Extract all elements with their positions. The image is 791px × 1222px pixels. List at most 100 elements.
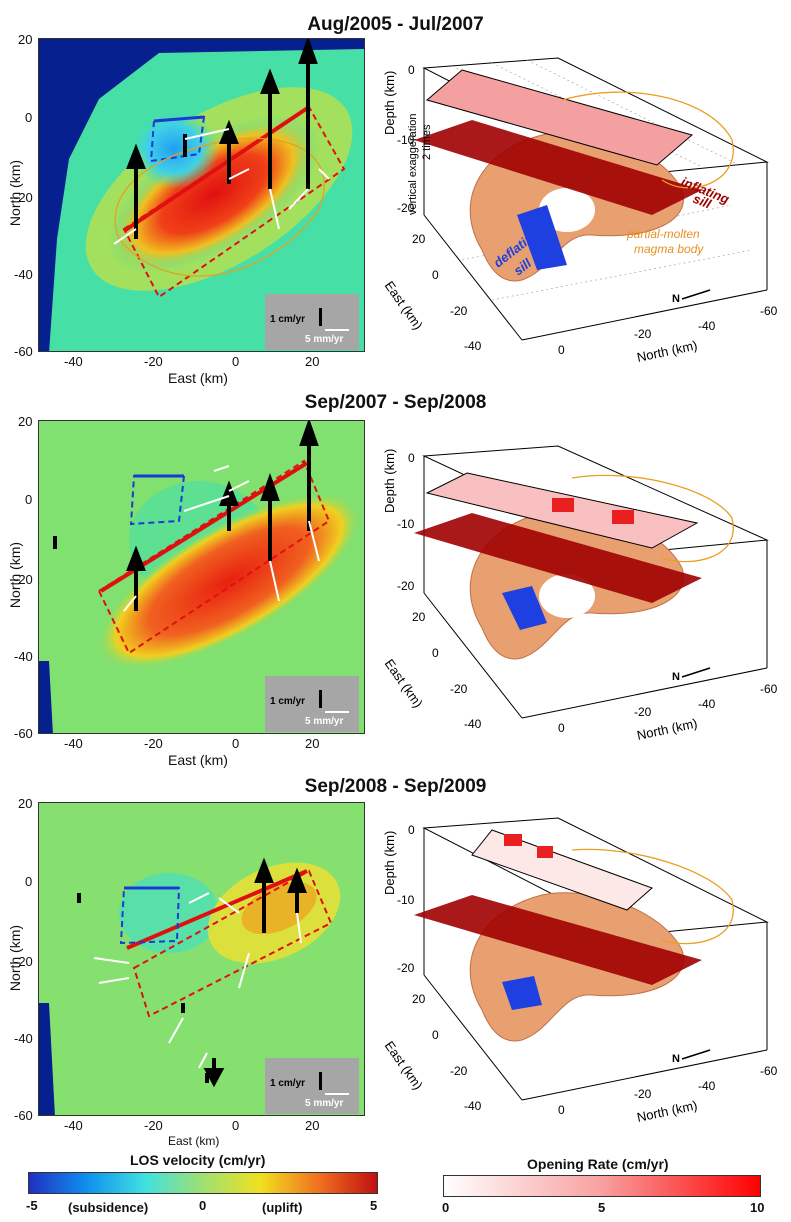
east-tick: 0 [432,646,439,660]
east-tick: 0 [432,1028,439,1042]
north-tick: -60 [760,1064,778,1078]
los-map-graphic [39,39,364,351]
north-axis-label: North (km) [636,1097,699,1124]
ytick: 0 [25,874,33,889]
north-tick: -60 [760,682,778,696]
vertical-scale-arrow-icon [319,308,322,326]
xtick: -20 [144,354,163,369]
vertical-scale-label: 1 cm/yr [270,696,306,707]
ytick: -60 [14,1108,33,1123]
ytick: -20 [14,954,33,969]
depth-axis-label: Depth (km) [382,449,397,513]
los-colorbar [28,1172,378,1194]
los-map-graphic [39,421,362,733]
ytick: -40 [14,267,33,282]
depth-tick: 0 [408,63,415,77]
east-tick: 20 [412,232,426,246]
y-axis-label: North (km) [7,924,24,992]
vector-scale-legend: 1 cm/yr 5 mm/yr [265,1058,359,1114]
y-axis-label: North (km) [7,159,24,227]
ytick: 20 [18,32,33,47]
los-velocity-map: 1 cm/yr 5 mm/yr [38,420,365,734]
ytick: 0 [25,492,33,507]
sill-model-3d: Depth (km) 0 -10 -20 20 0 -20 -40 East (… [382,445,778,743]
east-tick: -20 [450,1064,468,1078]
north-tick: 0 [558,343,565,357]
los-colorbar-tick: -5 [26,1198,38,1213]
north-tick: -20 [634,705,652,719]
north-tick: -20 [634,1087,652,1101]
subsidence-label: (subsidence) [68,1200,149,1215]
east-tick: -40 [464,717,482,731]
east-tick: 20 [412,610,426,624]
xtick: -20 [144,1118,163,1133]
uplift-label: (uplift) [262,1200,303,1215]
depth-tick: -10 [397,893,415,907]
opening-colorbar-tick: 5 [598,1200,606,1215]
ytick: -40 [14,1031,33,1046]
exaggeration-note: vertical exaggeration [407,113,419,215]
ytick: 0 [25,110,33,125]
north-arrow-label: N [672,293,680,305]
los-colorbar-title: LOS velocity (cm/yr) [130,1152,266,1168]
los-velocity-map: 1 cm/yr 5 mm/yr [38,802,365,1116]
north-tick: -20 [634,327,652,341]
sill-model-3d: Depth (km) 0 -10 -20 20 0 -20 -40 East (… [382,817,778,1125]
north-tick: 0 [558,1103,565,1117]
xtick: 0 [232,736,240,751]
north-tick: -40 [698,1079,716,1093]
xtick: -40 [64,1118,83,1133]
horizontal-scale-label: 5 mm/yr [305,716,344,727]
north-axis-label: North (km) [636,715,699,742]
north-tick: 0 [558,721,565,735]
depth-axis-label: Depth (km) [382,71,397,135]
xtick: 20 [305,354,320,369]
east-tick: -40 [464,339,482,353]
xtick: 20 [305,736,320,751]
vector-scale-legend: 1 cm/yr 5 mm/yr [265,294,359,350]
depth-tick: 0 [408,823,415,837]
depth-tick: 0 [408,451,415,465]
east-axis-label: East (km) [382,1038,426,1092]
xtick: 0 [232,354,240,369]
ytick: 20 [18,414,33,429]
north-tick: -60 [760,304,778,318]
xtick: -20 [144,736,163,751]
magma-body-label: magma body [634,242,704,256]
depth-tick: -10 [397,517,415,531]
panel-title: Sep/2007 - Sep/2008 [304,392,487,413]
east-tick: -20 [450,682,468,696]
depth-tick: -20 [397,961,415,975]
los-colorbar-tick: 0 [199,1198,207,1213]
vertical-scale-arrow-icon [319,1072,322,1090]
x-axis-label: East (km) [168,370,228,386]
north-tick: -40 [698,697,716,711]
panel-title: Aug/2005 - Jul/2007 [307,14,484,35]
north-tick: -40 [698,319,716,333]
east-tick: -40 [464,1099,482,1113]
horizontal-scale-arrow-icon [325,1093,349,1095]
north-axis-label: North (km) [636,337,699,364]
panel-title: Sep/2008 - Sep/2009 [304,776,487,797]
los-velocity-map: 1 cm/yr 5 mm/yr [38,38,365,352]
opening-colorbar-tick: 10 [750,1200,765,1215]
xtick: -40 [64,354,83,369]
horizontal-scale-label: 5 mm/yr [305,334,344,345]
north-arrow-label: N [672,671,680,683]
horizontal-scale-label: 5 mm/yr [305,1098,344,1109]
east-axis-label: East (km) [382,656,426,710]
ytick: -20 [14,572,33,587]
magma-body-label: partial-molten [626,227,700,241]
opening-colorbar-title: Opening Rate (cm/yr) [527,1156,669,1172]
ytick: 20 [18,796,33,811]
east-axis-label: East (km) [382,278,426,332]
horizontal-scale-arrow-icon [325,711,349,713]
los-colorbar-tick: 5 [370,1198,378,1213]
x-axis-label: East (km) [168,752,228,768]
xtick: 20 [305,1118,320,1133]
opening-colorbar-tick: 0 [442,1200,450,1215]
exaggeration-note: 2 times [421,124,433,160]
ytick: -60 [14,344,33,359]
sill-model-3d: Depth (km) 0 -10 -20 20 0 -20 -40 East (… [382,57,778,365]
vertical-scale-arrow-icon [319,690,322,708]
